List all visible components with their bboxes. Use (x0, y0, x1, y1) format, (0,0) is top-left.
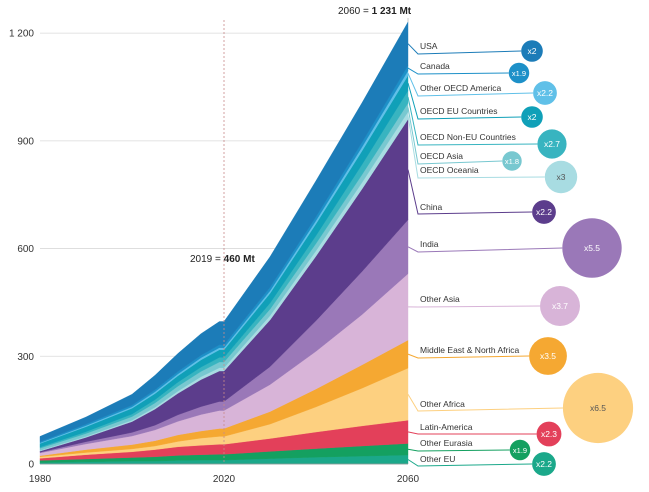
bubble-label-canada: x1.9 (512, 69, 526, 78)
area-usa (39, 21, 409, 442)
bubble-label-other-oecd-america: x2.2 (537, 88, 553, 98)
bubble-label-oecd-asia: x1.8 (505, 157, 519, 166)
annotation-2060: 2060 = 1 231 Mt (338, 6, 412, 17)
bubble-label-latin-america: x2.3 (541, 429, 557, 439)
bubble-label-other-eu: x2.2 (536, 459, 552, 469)
y-tick-label: 0 (28, 460, 34, 471)
legend-label-oecd-non-eu-countries: OECD Non-EU Countries (420, 132, 516, 142)
bubble-label-oecd-non-eu-countries: x2.7 (544, 139, 560, 149)
connector-oecd-asia (407, 107, 503, 165)
bubble-label-other-asia: x3.7 (552, 301, 568, 311)
x-tick-label: 1980 (29, 474, 52, 485)
bubble-other-oecd-america (533, 81, 557, 105)
connector-oecd-non-eu-countries (407, 96, 538, 146)
bubble-china (532, 200, 556, 224)
bubble-other-africa (562, 372, 634, 444)
connector-other-asia (407, 305, 541, 308)
bubble-canada (508, 62, 530, 84)
bubble-label-usa: x2 (528, 46, 537, 56)
legend-label-canada: Canada (420, 61, 450, 71)
bubble-oecd-eu-countries (521, 106, 543, 128)
y-axis: 0 300 600 900 1 200 (9, 29, 34, 471)
bubble-other-eu (532, 452, 556, 476)
connector-oecd-oceania (407, 115, 545, 179)
x-tick-label: 2060 (397, 474, 420, 485)
legend: USA x2 Canada x1.9 Other OECD America x2.2 OEC… (407, 40, 634, 476)
legend-label-usa: USA (420, 41, 438, 51)
legend-label-china: China (420, 202, 442, 212)
connector-india (407, 246, 563, 253)
legend-label-other-eu: Other EU (420, 454, 455, 464)
x-axis: 1980 2020 2060 (29, 463, 420, 485)
bubble-label-other-eurasia: x1.9 (513, 446, 527, 455)
bubble-india (562, 218, 622, 278)
bubble-other-eurasia (509, 439, 531, 461)
connector-china (407, 169, 533, 215)
y-tick-label: 1 200 (9, 29, 34, 40)
legend-label-other-eurasia: Other Eurasia (420, 438, 473, 448)
connector-middle-east-and-north-africa (407, 353, 530, 359)
bubble-other-asia (540, 286, 580, 326)
annotation-2019: 2019 = 460 Mt (190, 254, 255, 265)
connector-usa (407, 43, 522, 55)
connector-oecd-eu-countries (407, 82, 522, 120)
bubble-label-middle-east-and-north-africa: x3.5 (540, 351, 556, 361)
connector-latin-america (407, 431, 537, 435)
legend-label-other-oecd-america: Other OECD America (420, 83, 502, 93)
legend-label-oecd-asia: OECD Asia (420, 151, 463, 161)
bubble-oecd-asia (502, 151, 522, 171)
y-tick-label: 900 (17, 136, 34, 147)
connector-other-africa (407, 393, 563, 412)
connector-canada (407, 67, 509, 75)
legend-label-india: India (420, 239, 439, 249)
annotations: 2019 = 460 Mt 2060 = 1 231 Mt (190, 6, 412, 265)
bubble-usa (521, 40, 543, 62)
bubble-label-oecd-eu-countries: x2 (528, 112, 537, 122)
legend-label-middle-east-and-north-africa: Middle East & North Africa (420, 345, 519, 355)
x-tick-label: 2020 (213, 474, 236, 485)
y-tick-label: 600 (17, 244, 34, 255)
bubble-oecd-non-eu-countries (537, 129, 567, 159)
bubble-label-china: x2.2 (536, 207, 552, 217)
bubble-latin-america (536, 421, 562, 447)
connector-other-eurasia (407, 448, 510, 452)
legend-label-oecd-eu-countries: OECD EU Countries (420, 106, 497, 116)
bubble-label-oecd-oceania: x3 (557, 172, 566, 182)
connector-other-oecd-america (407, 72, 534, 97)
legend-label-other-africa: Other Africa (420, 399, 465, 409)
bubble-label-india: x5.5 (584, 243, 600, 253)
connector-other-eu (407, 459, 533, 467)
legend-label-latin-america: Latin-America (420, 422, 473, 432)
legend-label-other-asia: Other Asia (420, 294, 460, 304)
bubble-middle-east-and-north-africa (529, 337, 567, 375)
legend-label-oecd-oceania: OECD Oceania (420, 165, 479, 175)
y-tick-label: 300 (17, 352, 34, 363)
bubble-oecd-oceania (544, 160, 578, 194)
bubble-label-other-africa: x6.5 (590, 403, 606, 413)
